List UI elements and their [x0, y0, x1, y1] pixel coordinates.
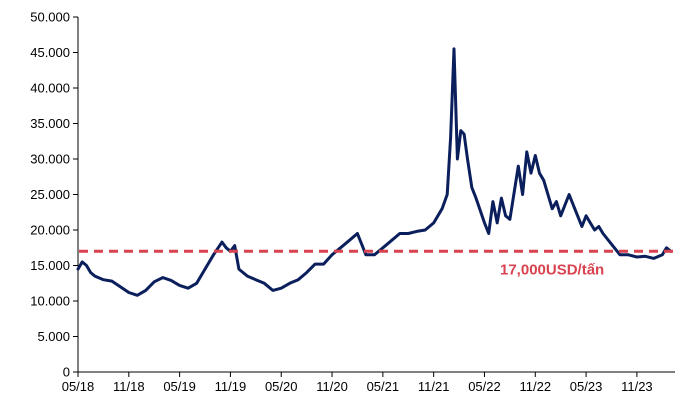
- x-tick-label: 05/20: [265, 379, 298, 394]
- x-tick-label: 11/21: [418, 379, 450, 394]
- y-tick-label: 0: [63, 365, 70, 380]
- y-tick-label: 50.000: [30, 10, 70, 25]
- y-tick-label: 20.000: [30, 223, 70, 238]
- y-axis: 0 5.000 10.000 15.000 20.000 25.000 30.000 35.0…: [30, 10, 79, 380]
- y-tick-label: 25.000: [30, 187, 70, 202]
- x-axis: 05/18 11/18 05/19 11/19 05/20 11/20 05/21 11/21…: [62, 371, 675, 394]
- x-tick-label: 11/22: [519, 379, 551, 394]
- y-tick-label: 5.000: [37, 329, 70, 344]
- y-tick-label: 15.000: [30, 258, 70, 273]
- x-tick-label: 11/19: [215, 379, 247, 394]
- y-tick-label: 40.000: [30, 81, 70, 96]
- reference-line-label: 17,000USD/tấn: [500, 261, 604, 278]
- x-tick-label: 05/21: [367, 379, 400, 394]
- x-tick-label: 05/23: [570, 379, 603, 394]
- y-tick-label: 35.000: [30, 116, 70, 131]
- y-tick-label: 45.000: [30, 45, 70, 60]
- series-line: [76, 47, 673, 297]
- x-tick-label: 11/20: [316, 379, 348, 394]
- y-tick-label: 30.000: [30, 152, 70, 167]
- y-tick-label: 10.000: [30, 294, 70, 309]
- reference-line-group: 17,000USD/tấn: [79, 249, 675, 278]
- x-tick-label: 11/23: [621, 379, 653, 394]
- series-group: [76, 47, 673, 297]
- x-tick-label: 05/19: [163, 379, 196, 394]
- x-tick-label: 05/18: [62, 379, 95, 394]
- x-tick-label: 05/22: [468, 379, 501, 394]
- x-tick-label: 11/18: [113, 379, 145, 394]
